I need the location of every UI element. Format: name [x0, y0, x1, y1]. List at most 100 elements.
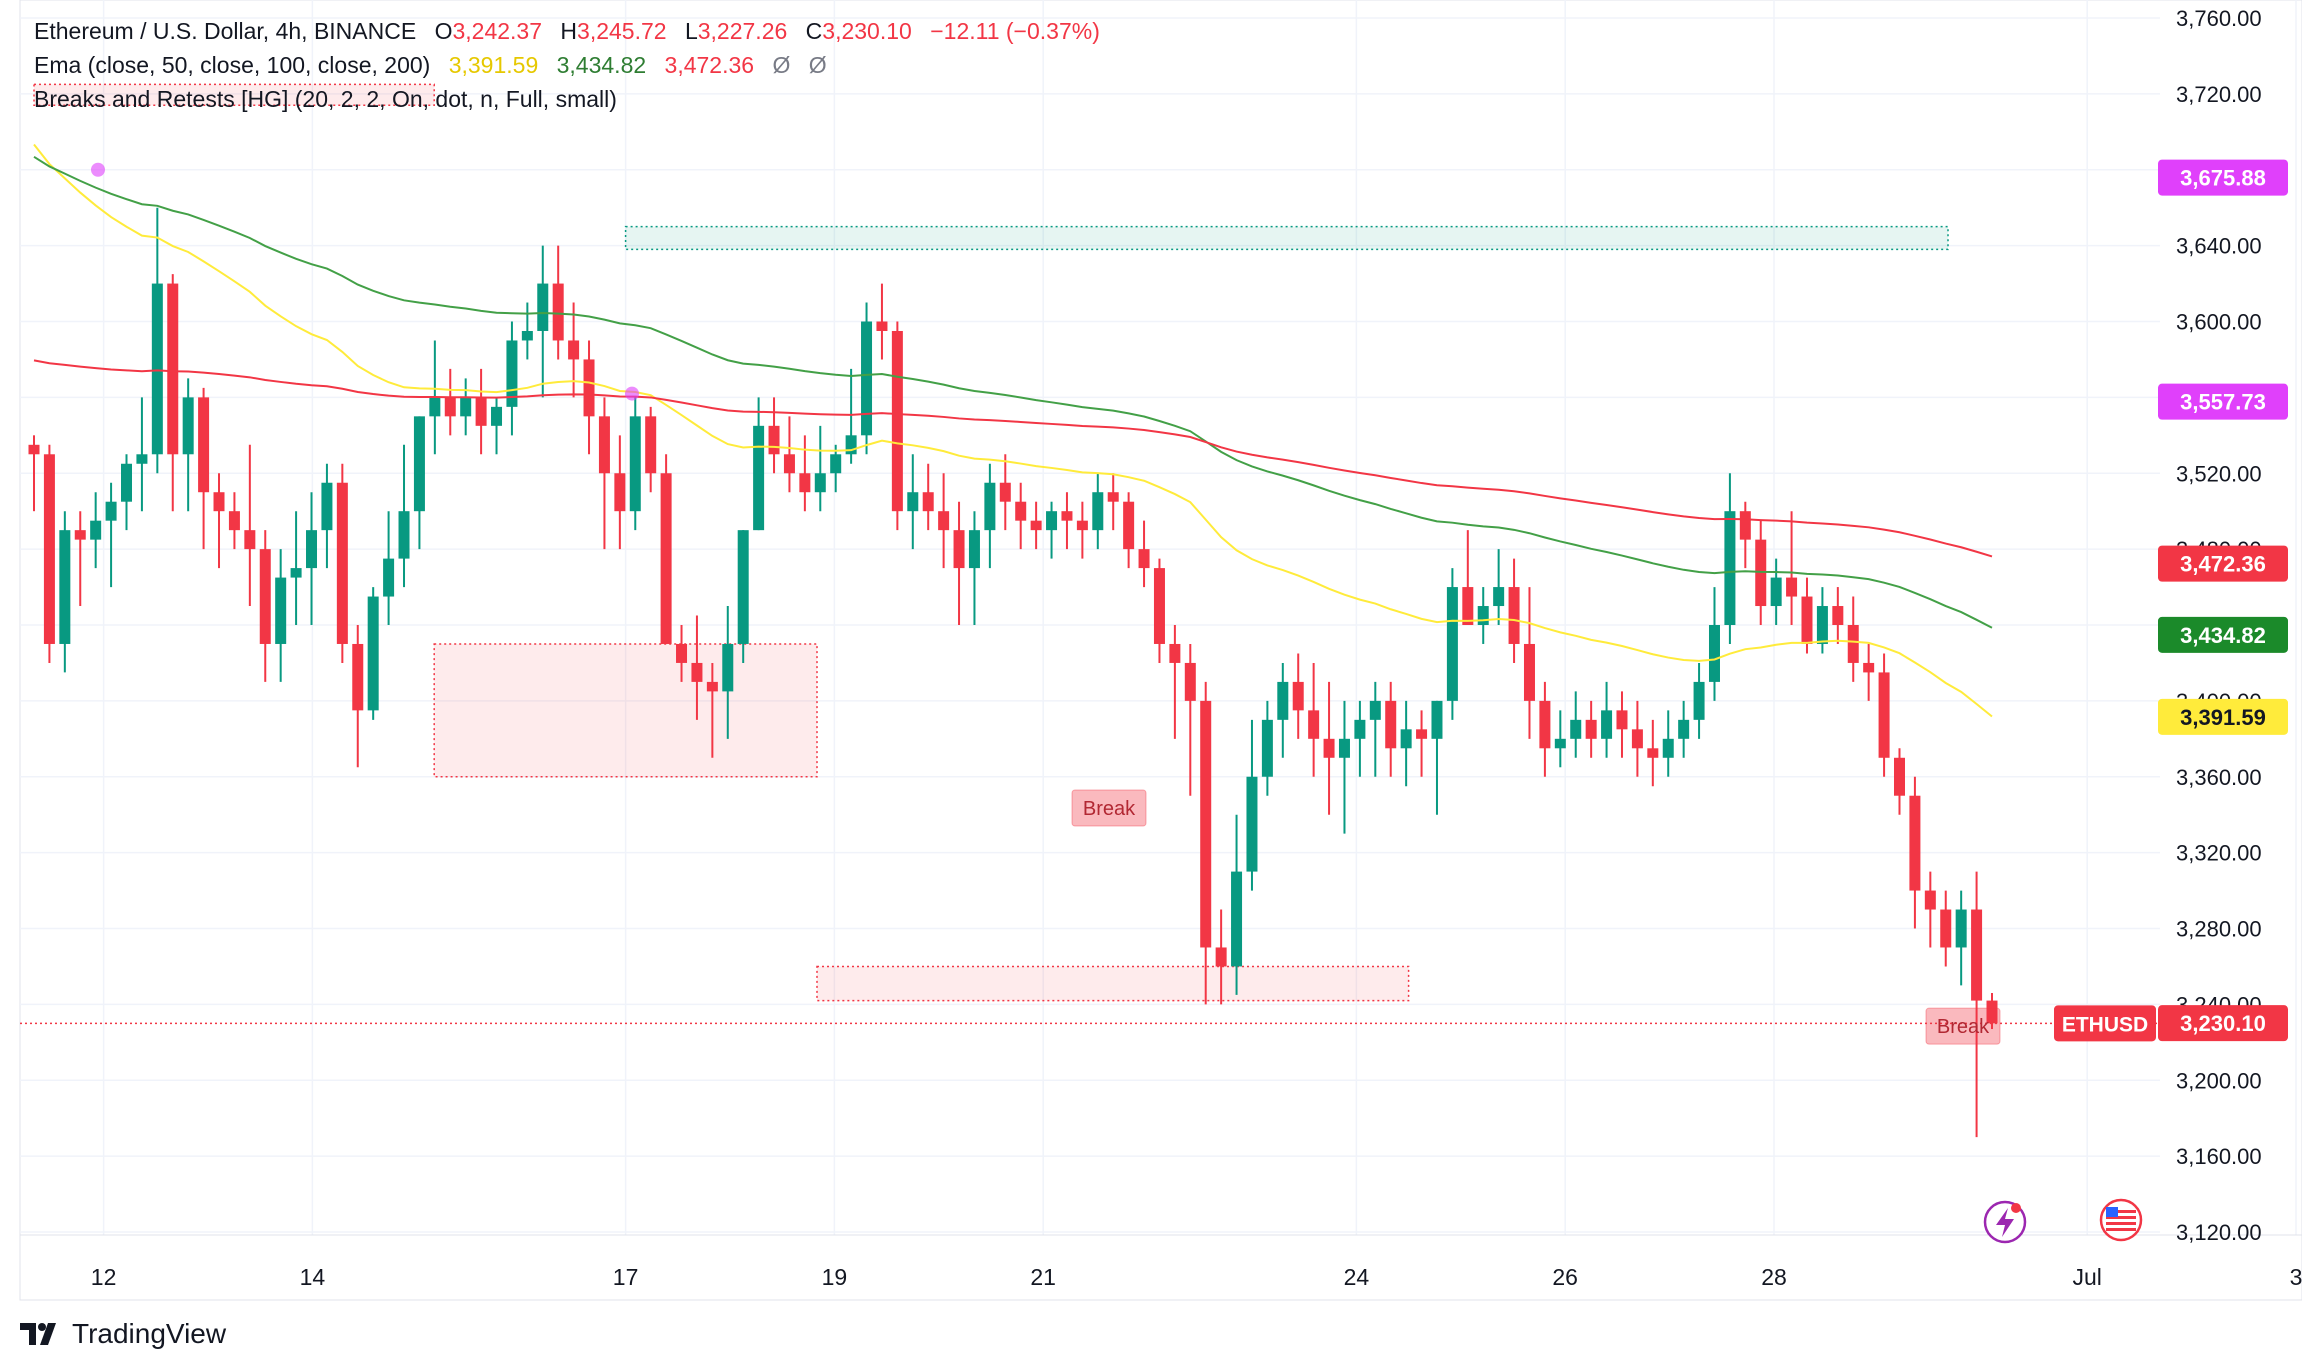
candle-body[interactable]: [1601, 710, 1613, 739]
candle-body[interactable]: [398, 511, 410, 559]
candle-body[interactable]: [429, 397, 441, 417]
candle-body[interactable]: [321, 482, 333, 531]
candle-body[interactable]: [1724, 511, 1736, 625]
tradingview-branding[interactable]: TradingView: [20, 1318, 226, 1350]
candle-body[interactable]: [275, 577, 287, 644]
candle-body[interactable]: [367, 596, 379, 711]
candle-body[interactable]: [1153, 568, 1165, 644]
candle-body[interactable]: [830, 454, 842, 474]
candle-body[interactable]: [568, 340, 580, 360]
candle-body[interactable]: [290, 568, 302, 578]
candle-body[interactable]: [722, 643, 734, 692]
symbol-title[interactable]: Ethereum / U.S. Dollar, 4h, BINANCE: [34, 18, 417, 44]
candle-body[interactable]: [1431, 700, 1443, 739]
candle-body[interactable]: [1354, 719, 1366, 739]
candle-body[interactable]: [753, 425, 765, 531]
candle-body[interactable]: [1493, 587, 1505, 607]
candle-body[interactable]: [1708, 625, 1720, 682]
candle-body[interactable]: [1508, 587, 1520, 644]
candle-body[interactable]: [1400, 729, 1412, 749]
candle-body[interactable]: [1215, 947, 1227, 967]
candle-body[interactable]: [1385, 700, 1397, 749]
candle-body[interactable]: [1046, 511, 1058, 531]
candle-body[interactable]: [676, 643, 688, 663]
candle-body[interactable]: [121, 463, 133, 502]
candle-body[interactable]: [598, 416, 610, 474]
candle-body[interactable]: [1169, 643, 1181, 663]
candle-body[interactable]: [182, 397, 194, 455]
candle-body[interactable]: [475, 397, 487, 426]
candle-body[interactable]: [213, 492, 225, 512]
candle-body[interactable]: [1369, 700, 1381, 720]
candle-body[interactable]: [1184, 662, 1196, 701]
candle-body[interactable]: [1323, 738, 1335, 758]
candle-body[interactable]: [814, 473, 826, 493]
candle-body[interactable]: [1246, 776, 1258, 872]
candle-body[interactable]: [1200, 700, 1212, 948]
candle-body[interactable]: [1893, 757, 1905, 796]
breaks-retests-indicator-label[interactable]: Breaks and Retests [HG] (20, 2, 2, On, d…: [34, 86, 617, 112]
candle-body[interactable]: [1261, 719, 1273, 777]
candle-body[interactable]: [583, 359, 595, 417]
candle-body[interactable]: [1631, 729, 1643, 749]
candle-body[interactable]: [1277, 681, 1289, 720]
candle-body[interactable]: [938, 511, 950, 531]
candle-body[interactable]: [1955, 909, 1967, 948]
candle-body[interactable]: [43, 454, 55, 644]
candle-body[interactable]: [1801, 596, 1813, 644]
candle-body[interactable]: [105, 501, 117, 521]
candle-body[interactable]: [768, 425, 780, 455]
symbol-tag[interactable]: [2054, 1005, 2156, 1042]
us-flag-icon[interactable]: [2099, 1198, 2143, 1242]
candle-body[interactable]: [1940, 909, 1952, 948]
candle-body[interactable]: [1338, 738, 1350, 758]
candle-body[interactable]: [74, 530, 86, 540]
candle-body[interactable]: [151, 283, 163, 455]
candle-body[interactable]: [691, 662, 703, 682]
candle-body[interactable]: [799, 473, 811, 493]
candle-body[interactable]: [506, 340, 518, 407]
candle-body[interactable]: [537, 283, 549, 331]
candle-body[interactable]: [1523, 643, 1535, 701]
candle-body[interactable]: [845, 435, 857, 455]
candle-body[interactable]: [136, 454, 148, 464]
candle-body[interactable]: [953, 530, 965, 569]
candle-body[interactable]: [1462, 587, 1474, 625]
candle-body[interactable]: [1693, 681, 1705, 720]
candle-body[interactable]: [1308, 710, 1320, 739]
candle-body[interactable]: [891, 330, 903, 512]
candle-body[interactable]: [1739, 511, 1751, 540]
candle-body[interactable]: [1231, 871, 1243, 967]
candle-body[interactable]: [1061, 511, 1073, 521]
candle-body[interactable]: [1909, 795, 1921, 891]
candle-body[interactable]: [383, 558, 395, 597]
candle-body[interactable]: [167, 283, 179, 455]
candle-body[interactable]: [1924, 890, 1936, 910]
ema-indicator-label[interactable]: Ema (close, 50, close, 100, close, 200): [34, 52, 431, 78]
candle-body[interactable]: [1076, 520, 1088, 531]
candle-body[interactable]: [1446, 587, 1458, 701]
candle-body[interactable]: [491, 406, 503, 426]
candle-body[interactable]: [1662, 738, 1674, 758]
candle-body[interactable]: [1678, 719, 1690, 739]
candle-body[interactable]: [984, 482, 996, 531]
candle-body[interactable]: [861, 321, 873, 436]
candle-body[interactable]: [1786, 577, 1798, 597]
candle-body[interactable]: [1585, 719, 1597, 739]
candle-body[interactable]: [660, 473, 672, 644]
candle-body[interactable]: [1878, 672, 1890, 758]
candle-body[interactable]: [552, 283, 564, 341]
candle-body[interactable]: [90, 520, 102, 540]
candle-body[interactable]: [1570, 719, 1582, 739]
candle-body[interactable]: [737, 530, 749, 644]
candle-body[interactable]: [444, 397, 456, 417]
candle-body[interactable]: [198, 397, 210, 493]
candle-body[interactable]: [1554, 738, 1566, 749]
candle-body[interactable]: [1092, 492, 1104, 531]
candle-body[interactable]: [352, 643, 364, 711]
candle-body[interactable]: [28, 444, 40, 455]
candle-body[interactable]: [1477, 606, 1489, 625]
candle-body[interactable]: [706, 681, 718, 692]
candle-body[interactable]: [336, 482, 348, 644]
